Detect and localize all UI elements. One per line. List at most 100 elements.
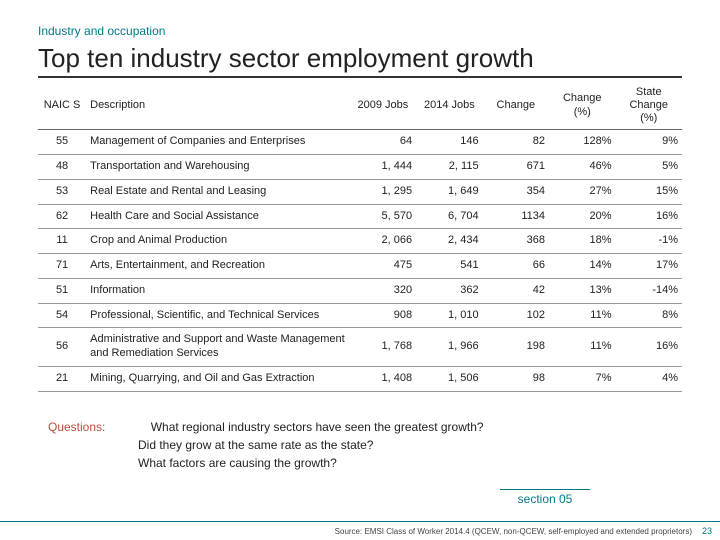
table-cell: 11% — [549, 303, 615, 328]
footer-divider — [0, 521, 720, 522]
table-cell: -14% — [615, 278, 682, 303]
table-cell: 541 — [416, 254, 482, 279]
table-cell: 6, 704 — [416, 204, 482, 229]
table-row: 62Health Care and Social Assistance5, 57… — [38, 204, 682, 229]
table-cell: Administrative and Support and Waste Man… — [86, 328, 350, 367]
table-cell: 18% — [549, 229, 615, 254]
table-cell: 1, 295 — [350, 179, 416, 204]
table-cell: 102 — [483, 303, 549, 328]
section-tag: section 05 — [500, 489, 590, 506]
industry-table: NAIC S Description 2009 Jobs 2014 Jobs C… — [38, 82, 682, 392]
table-cell: 54 — [38, 303, 86, 328]
table-cell: 51 — [38, 278, 86, 303]
col-change: Change — [483, 82, 549, 130]
table-cell: 2, 434 — [416, 229, 482, 254]
table-cell: 15% — [615, 179, 682, 204]
table-cell: 55 — [38, 130, 86, 155]
table-cell: Professional, Scientific, and Technical … — [86, 303, 350, 328]
table-cell: 16% — [615, 204, 682, 229]
table-row: 53Real Estate and Rental and Leasing1, 2… — [38, 179, 682, 204]
table-cell: 2, 066 — [350, 229, 416, 254]
table-cell: 14% — [549, 254, 615, 279]
table-cell: 16% — [615, 328, 682, 367]
table-cell: 66 — [483, 254, 549, 279]
table-cell: 21 — [38, 366, 86, 391]
table-cell: 17% — [615, 254, 682, 279]
table-cell: Transportation and Warehousing — [86, 155, 350, 180]
table-cell: 71 — [38, 254, 86, 279]
col-2009: 2009 Jobs — [350, 82, 416, 130]
table-cell: 46% — [549, 155, 615, 180]
table-cell: 1, 444 — [350, 155, 416, 180]
table-row: 21Mining, Quarrying, and Oil and Gas Ext… — [38, 366, 682, 391]
table-cell: 1, 649 — [416, 179, 482, 204]
question-1: What regional industry sectors have seen… — [151, 420, 484, 434]
table-cell: 82 — [483, 130, 549, 155]
table-cell: 7% — [549, 366, 615, 391]
table-cell: 48 — [38, 155, 86, 180]
table-cell: 908 — [350, 303, 416, 328]
table-cell: Management of Companies and Enterprises — [86, 130, 350, 155]
table-cell: Health Care and Social Assistance — [86, 204, 350, 229]
table-cell: 1, 010 — [416, 303, 482, 328]
table-cell: 475 — [350, 254, 416, 279]
table-cell: 1, 768 — [350, 328, 416, 367]
table-cell: 671 — [483, 155, 549, 180]
col-description: Description — [86, 82, 350, 130]
page-title: Top ten industry sector employment growt… — [38, 44, 682, 78]
table-header-row: NAIC S Description 2009 Jobs 2014 Jobs C… — [38, 82, 682, 130]
table-cell: 27% — [549, 179, 615, 204]
table-row: 71Arts, Entertainment, and Recreation475… — [38, 254, 682, 279]
table-cell: 4% — [615, 366, 682, 391]
table-row: 48Transportation and Warehousing1, 4442,… — [38, 155, 682, 180]
eyebrow: Industry and occupation — [38, 24, 682, 38]
table-cell: -1% — [615, 229, 682, 254]
table-cell: Information — [86, 278, 350, 303]
questions-block: Questions: What regional industry sector… — [48, 418, 668, 472]
table-cell: 20% — [549, 204, 615, 229]
table-cell: 354 — [483, 179, 549, 204]
table-cell: Crop and Animal Production — [86, 229, 350, 254]
questions-label: Questions: — [48, 420, 105, 434]
page-number: 23 — [702, 526, 712, 536]
table-cell: 13% — [549, 278, 615, 303]
table-cell: 146 — [416, 130, 482, 155]
table-cell: 368 — [483, 229, 549, 254]
col-state-change-pct: State Change (%) — [615, 82, 682, 130]
table-cell: 1134 — [483, 204, 549, 229]
source-citation: Source: EMSI Class of Worker 2014.4 (QCE… — [335, 527, 692, 536]
table-cell: 56 — [38, 328, 86, 367]
table-cell: 8% — [615, 303, 682, 328]
table-cell: 62 — [38, 204, 86, 229]
table-cell: Mining, Quarrying, and Oil and Gas Extra… — [86, 366, 350, 391]
table-cell: 42 — [483, 278, 549, 303]
table-cell: 128% — [549, 130, 615, 155]
table-cell: 362 — [416, 278, 482, 303]
table-cell: 98 — [483, 366, 549, 391]
table-cell: 11 — [38, 229, 86, 254]
table-row: 55Management of Companies and Enterprise… — [38, 130, 682, 155]
table-cell: 9% — [615, 130, 682, 155]
table-cell: 320 — [350, 278, 416, 303]
table-row: 54Professional, Scientific, and Technica… — [38, 303, 682, 328]
table-cell: Real Estate and Rental and Leasing — [86, 179, 350, 204]
table-cell: 11% — [549, 328, 615, 367]
question-3: What factors are causing the growth? — [138, 454, 668, 472]
table-row: 51Information3203624213%-14% — [38, 278, 682, 303]
table-cell: 2, 115 — [416, 155, 482, 180]
table-cell: 5, 570 — [350, 204, 416, 229]
col-naics: NAIC S — [38, 82, 86, 130]
table-cell: 198 — [483, 328, 549, 367]
table-row: 11Crop and Animal Production2, 0662, 434… — [38, 229, 682, 254]
table-cell: 5% — [615, 155, 682, 180]
table-cell: 53 — [38, 179, 86, 204]
table-cell: 1, 966 — [416, 328, 482, 367]
table-cell: 1, 408 — [350, 366, 416, 391]
question-2: Did they grow at the same rate as the st… — [138, 436, 668, 454]
col-change-pct: Change (%) — [549, 82, 615, 130]
table-cell: Arts, Entertainment, and Recreation — [86, 254, 350, 279]
table-cell: 64 — [350, 130, 416, 155]
col-2014: 2014 Jobs — [416, 82, 482, 130]
table-row: 56Administrative and Support and Waste M… — [38, 328, 682, 367]
table-cell: 1, 506 — [416, 366, 482, 391]
